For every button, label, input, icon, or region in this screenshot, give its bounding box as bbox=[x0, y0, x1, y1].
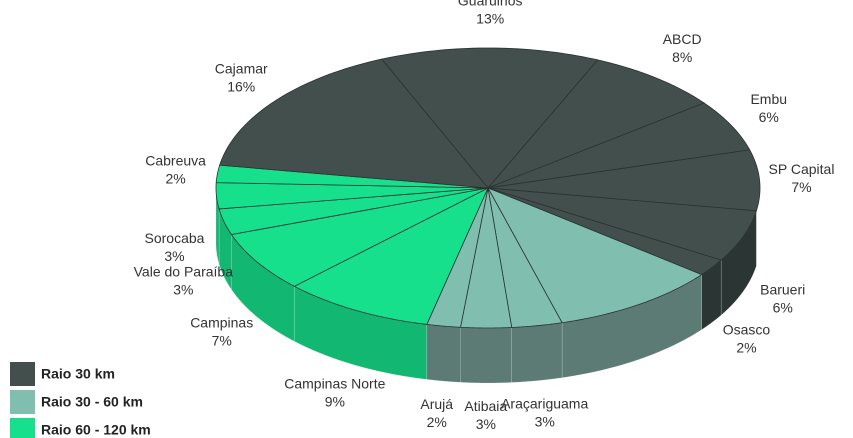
slice-value: 16% bbox=[227, 79, 255, 95]
slice-value: 2% bbox=[165, 171, 185, 187]
slice-value: 3% bbox=[164, 248, 184, 264]
slice-label: Osasco bbox=[723, 321, 771, 337]
slice bbox=[380, 47, 599, 189]
slice-label: Embu bbox=[750, 91, 787, 107]
slice-label: Araçariguama bbox=[501, 395, 588, 411]
slice-label: Vale do Paraíba bbox=[134, 263, 234, 279]
slice-label: Cajamar bbox=[215, 61, 268, 77]
slice-label: Arujá bbox=[420, 396, 453, 412]
legend-swatch bbox=[10, 418, 35, 438]
legend-label: Raio 30 km bbox=[41, 366, 115, 382]
slice bbox=[487, 187, 757, 261]
slice bbox=[219, 58, 489, 189]
legend-label: Raio 60 - 120 km bbox=[41, 422, 151, 438]
slice-value: 6% bbox=[773, 300, 793, 316]
slice bbox=[487, 102, 751, 189]
slice-value: 13% bbox=[476, 11, 504, 27]
slice bbox=[215, 182, 489, 210]
slice bbox=[487, 187, 703, 324]
slice bbox=[487, 59, 705, 189]
slice-value: 2% bbox=[427, 414, 447, 430]
slice-label: Sorocaba bbox=[145, 230, 205, 246]
slice-value: 3% bbox=[476, 416, 496, 432]
legend-swatch bbox=[10, 362, 35, 386]
slice-value: 7% bbox=[212, 333, 232, 349]
slice-value: 9% bbox=[325, 394, 345, 410]
slice-label: SP Capital bbox=[769, 161, 835, 177]
slice bbox=[218, 187, 489, 235]
slice-side bbox=[511, 322, 563, 383]
slice-value: 7% bbox=[791, 179, 811, 195]
slice-label: Campinas bbox=[190, 315, 253, 331]
slice bbox=[293, 187, 489, 325]
slice-label: Barueri bbox=[760, 282, 805, 298]
slice-value: 6% bbox=[759, 109, 779, 125]
slice-value: 2% bbox=[736, 339, 756, 355]
legend-swatch bbox=[10, 390, 35, 414]
slice-value: 3% bbox=[173, 281, 193, 297]
slice-value: 8% bbox=[672, 49, 692, 65]
slice bbox=[460, 187, 513, 329]
slice-side bbox=[460, 327, 512, 384]
slice-label: Guarulhos bbox=[458, 0, 523, 9]
slice-value: 3% bbox=[535, 413, 555, 429]
slice bbox=[487, 187, 563, 328]
slice bbox=[487, 149, 761, 212]
slice bbox=[487, 187, 722, 276]
slice-label: Atibaia bbox=[464, 398, 507, 414]
slice-side bbox=[426, 324, 461, 383]
slice-label: ABCD bbox=[663, 31, 702, 47]
slice-label: Campinas Norte bbox=[284, 376, 385, 392]
slice bbox=[230, 187, 489, 287]
legend-label: Raio 30 - 60 km bbox=[41, 394, 143, 410]
slice-label: Cabreuva bbox=[145, 153, 206, 169]
